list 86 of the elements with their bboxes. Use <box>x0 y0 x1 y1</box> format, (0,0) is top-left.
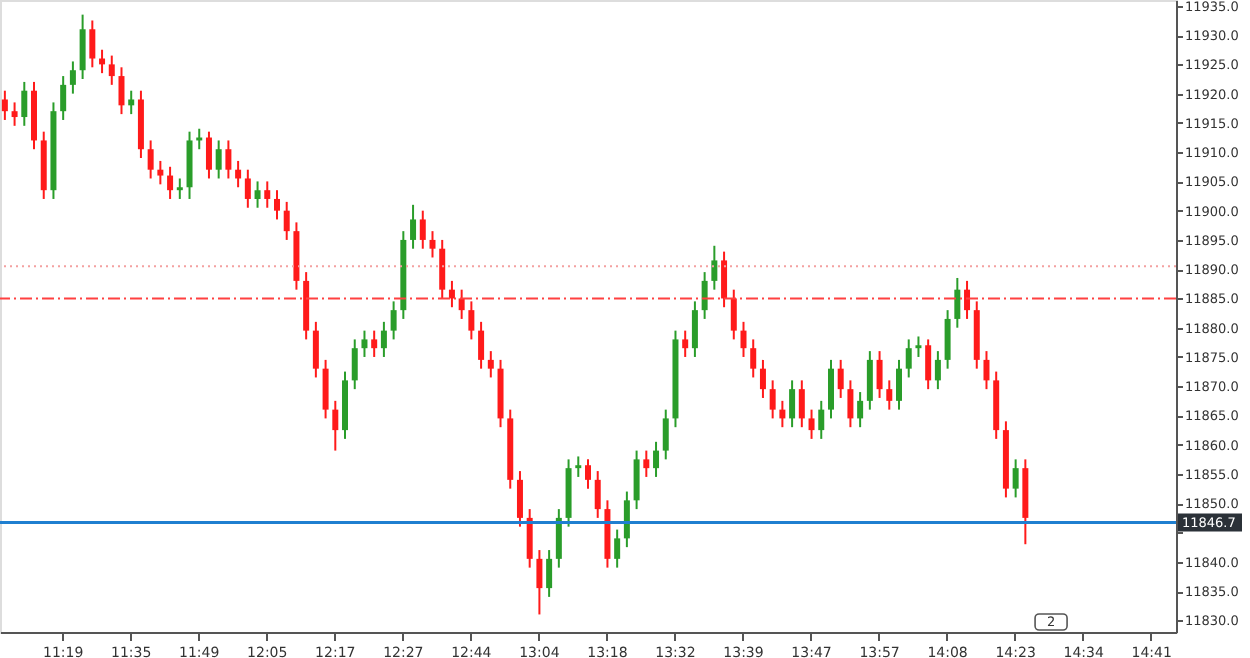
candlestick <box>254 180 261 209</box>
candlestick <box>1012 458 1019 499</box>
candlestick <box>526 508 533 569</box>
candlestick <box>818 399 825 440</box>
candlestick <box>730 288 737 341</box>
candlestick <box>575 455 582 478</box>
candlestick <box>691 300 698 358</box>
candlestick <box>711 244 718 291</box>
candlestick <box>750 338 757 379</box>
candlestick <box>361 329 368 358</box>
candlestick <box>847 379 854 429</box>
candlestick <box>905 338 912 379</box>
candlestick <box>478 320 485 370</box>
candlestick <box>798 379 805 429</box>
candlestick <box>614 528 621 569</box>
candlestick <box>157 159 164 186</box>
candlestick <box>322 358 329 420</box>
candlestick <box>623 490 630 549</box>
candlestick <box>944 309 951 370</box>
candlestick <box>439 238 446 300</box>
candlestick <box>468 300 475 341</box>
candlestick <box>118 66 125 116</box>
candlestick <box>915 335 922 358</box>
candlestick <box>380 320 387 358</box>
candlestick <box>827 358 834 420</box>
candlestick <box>147 139 154 180</box>
candlestick <box>410 203 417 250</box>
candlestick <box>273 189 280 221</box>
candlestick <box>264 180 271 209</box>
candlestick <box>215 139 222 180</box>
candlestick <box>896 358 903 411</box>
candlestick <box>701 271 708 320</box>
candlestick <box>779 399 786 429</box>
candlestick <box>11 101 18 127</box>
candlestick <box>954 276 961 329</box>
candlestick <box>167 165 174 200</box>
candlestick <box>769 379 776 420</box>
candlestick <box>837 358 844 399</box>
candlestick <box>205 130 212 180</box>
candlestick <box>643 449 650 478</box>
candlestick <box>633 449 640 511</box>
candlestick <box>186 130 193 200</box>
candlestick <box>89 19 96 69</box>
candlestick <box>866 350 873 411</box>
candlestick <box>1 89 8 121</box>
candlestick <box>546 549 553 598</box>
candlestick <box>128 89 135 116</box>
candlestick <box>244 168 251 209</box>
candlestick <box>789 379 796 429</box>
candlestick <box>585 458 591 490</box>
candlestick <box>934 350 941 391</box>
candlestick <box>332 399 339 452</box>
candlestick <box>964 279 971 320</box>
candlestick <box>740 320 747 358</box>
candlestick <box>79 13 86 80</box>
candlestick <box>487 350 494 379</box>
candlestick <box>69 60 76 95</box>
candlestick <box>662 408 669 461</box>
candlestick <box>351 338 358 391</box>
candlestick <box>429 230 436 259</box>
candlestick <box>312 320 319 379</box>
candlestick <box>108 54 115 86</box>
candlestick <box>176 177 183 200</box>
candlestick <box>536 549 543 616</box>
candlestick <box>925 338 932 391</box>
candlestick <box>390 300 397 341</box>
candlestick <box>283 200 290 241</box>
candlestick <box>60 75 67 121</box>
candlestick <box>225 139 232 180</box>
candlestick <box>458 288 465 320</box>
candlestick <box>371 329 378 358</box>
candlestick <box>759 358 766 399</box>
candlestick <box>419 209 426 250</box>
candlestick <box>983 350 990 391</box>
candlestick <box>721 250 728 309</box>
candlestick <box>21 80 28 127</box>
candlestick <box>808 408 815 440</box>
candlestick <box>857 391 864 429</box>
candlestick <box>653 440 660 478</box>
candlestick <box>516 470 523 528</box>
candlestick <box>594 470 601 519</box>
candlestick <box>682 329 689 358</box>
candlestick <box>876 350 883 399</box>
candlestick <box>555 508 562 569</box>
candlestick <box>235 159 242 189</box>
candlestick <box>886 379 893 411</box>
